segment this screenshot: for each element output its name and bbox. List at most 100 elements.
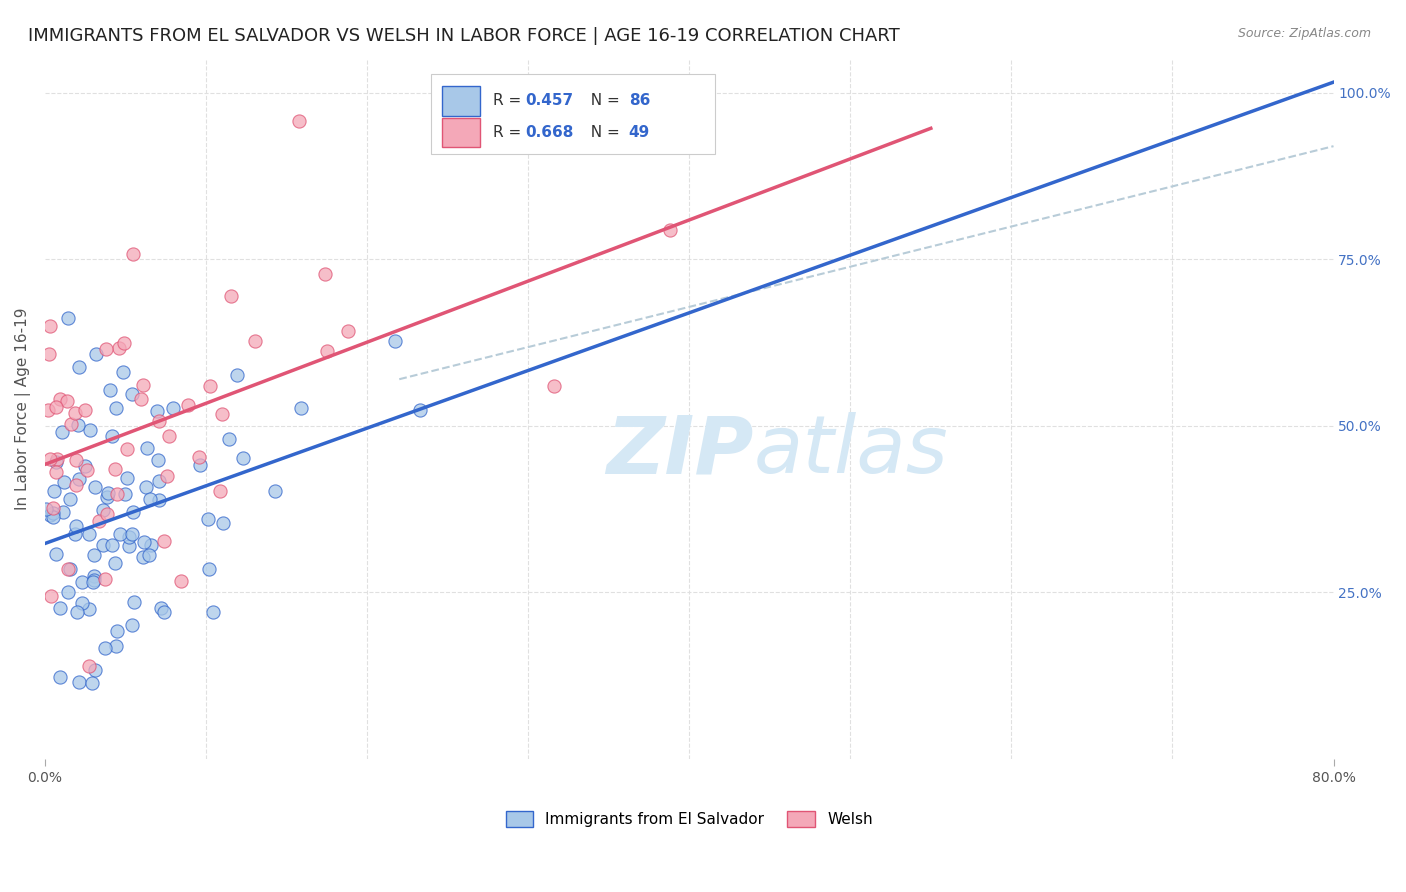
Text: N =: N =: [581, 125, 624, 140]
Point: [409, 403, 432, 417]
Point: [79, 423, 101, 437]
Text: 86: 86: [628, 94, 650, 108]
Text: R =: R =: [494, 125, 526, 140]
Point: [148, 474, 170, 488]
Point: [39, 589, 62, 603]
Point: [59, 562, 82, 576]
Point: [658, 223, 681, 237]
Point: [146, 404, 169, 418]
Point: [69, 674, 91, 689]
FancyBboxPatch shape: [441, 118, 481, 147]
Text: 0.457: 0.457: [526, 94, 574, 108]
Point: [51, 425, 73, 440]
Point: [104, 639, 127, 653]
Point: [148, 413, 170, 427]
Point: [96, 490, 118, 504]
Point: [77, 526, 100, 541]
Point: [121, 527, 143, 541]
Point: [136, 442, 159, 456]
Point: [35, 501, 58, 516]
Text: Source: ZipAtlas.com: Source: ZipAtlas.com: [1237, 27, 1371, 40]
Point: [52, 505, 75, 519]
Point: [104, 462, 127, 476]
Point: [121, 387, 143, 401]
Point: [139, 491, 162, 506]
Point: [108, 527, 131, 541]
Point: [38, 319, 60, 334]
Point: [65, 478, 87, 492]
Point: [65, 452, 87, 467]
Point: [225, 368, 247, 383]
Point: [169, 574, 191, 588]
Point: [39, 451, 62, 466]
Point: [45, 547, 67, 561]
Point: [122, 595, 145, 609]
Text: ZIP: ZIP: [606, 412, 754, 490]
Point: [148, 492, 170, 507]
Point: [162, 401, 184, 415]
Y-axis label: In Labor Force | Age 16-19: In Labor Force | Age 16-19: [15, 308, 31, 510]
Point: [138, 548, 160, 562]
Point: [263, 484, 285, 499]
Point: [87, 514, 110, 528]
Point: [148, 453, 170, 467]
Point: [543, 379, 565, 393]
Point: [77, 659, 100, 673]
Point: [56, 585, 79, 599]
Point: [82, 574, 104, 589]
Point: [49, 670, 72, 684]
Point: [91, 503, 114, 517]
Point: [134, 534, 156, 549]
Point: [56, 393, 79, 408]
Point: [58, 562, 80, 576]
Legend: Immigrants from El Salvador, Welsh: Immigrants from El Salvador, Welsh: [499, 805, 879, 833]
Point: [63, 527, 86, 541]
Point: [84, 663, 107, 677]
Point: [118, 530, 141, 544]
Point: [197, 512, 219, 526]
Point: [105, 486, 128, 500]
Point: [129, 392, 152, 406]
Point: [112, 336, 135, 351]
Point: [83, 573, 105, 587]
FancyBboxPatch shape: [432, 73, 716, 154]
Point: [314, 268, 336, 282]
Point: [67, 472, 90, 486]
Point: [65, 407, 87, 421]
Point: [117, 442, 139, 456]
Point: [83, 549, 105, 563]
Point: [105, 401, 128, 415]
Point: [149, 600, 172, 615]
Point: [122, 505, 145, 519]
Point: [384, 334, 406, 348]
Point: [83, 480, 105, 494]
Point: [104, 556, 127, 570]
Point: [157, 429, 180, 443]
Point: [70, 596, 93, 610]
Point: [70, 574, 93, 589]
Point: [336, 324, 359, 338]
Point: [94, 342, 117, 356]
Point: [219, 288, 242, 302]
Point: [153, 534, 176, 549]
Point: [91, 538, 114, 552]
Point: [290, 401, 312, 415]
Point: [114, 487, 136, 501]
Point: [101, 538, 124, 552]
Point: [77, 602, 100, 616]
Point: [316, 343, 339, 358]
Point: [108, 341, 131, 355]
Point: [48, 601, 70, 615]
Point: [139, 538, 162, 552]
Point: [200, 378, 222, 392]
Point: [93, 572, 115, 586]
Text: 49: 49: [628, 125, 650, 140]
Point: [67, 360, 90, 375]
Point: [66, 605, 89, 619]
Point: [117, 539, 139, 553]
Point: [122, 246, 145, 260]
Text: IMMIGRANTS FROM EL SALVADOR VS WELSH IN LABOR FORCE | AGE 16-19 CORRELATION CHAR: IMMIGRANTS FROM EL SALVADOR VS WELSH IN …: [28, 27, 900, 45]
Point: [42, 484, 65, 499]
Point: [46, 451, 69, 466]
Point: [288, 114, 311, 128]
